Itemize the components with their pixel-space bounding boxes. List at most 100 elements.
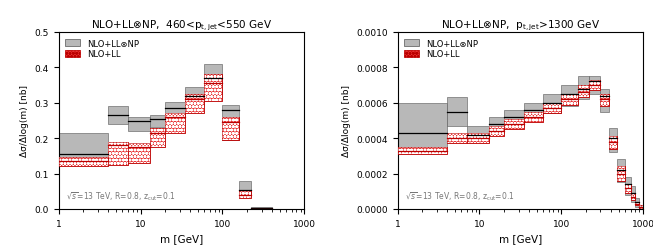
Bar	[185, 87, 204, 105]
Bar	[150, 116, 165, 127]
Bar	[108, 143, 128, 165]
Bar	[562, 94, 578, 105]
Bar	[108, 107, 128, 124]
Bar	[251, 207, 272, 209]
Bar	[524, 103, 543, 121]
Bar	[617, 167, 625, 181]
Bar	[489, 126, 504, 137]
Bar	[600, 94, 609, 107]
Text: $\sqrt{s}$=13 TeV, R=0.8, z$_\mathrm{cut}$=0.1: $\sqrt{s}$=13 TeV, R=0.8, z$_\mathrm{cut…	[405, 189, 515, 202]
Bar	[562, 86, 578, 107]
Bar	[467, 126, 489, 142]
Bar	[625, 184, 631, 193]
Bar	[635, 202, 639, 206]
Bar	[639, 206, 643, 209]
Bar	[223, 105, 239, 140]
Bar	[600, 89, 609, 112]
Bar	[600, 94, 609, 107]
Bar	[635, 202, 639, 206]
Bar	[59, 157, 108, 167]
Bar	[108, 143, 128, 165]
Y-axis label: Δσ/Δlog(m) [nb]: Δσ/Δlog(m) [nb]	[20, 85, 29, 157]
Bar	[59, 157, 108, 167]
Bar	[223, 117, 239, 140]
Bar	[543, 103, 562, 114]
Bar	[639, 206, 643, 209]
X-axis label: m [GeV]: m [GeV]	[160, 233, 203, 243]
Bar	[625, 184, 631, 193]
Bar	[467, 133, 489, 144]
Bar	[617, 167, 625, 181]
Bar	[251, 208, 272, 209]
Bar	[223, 117, 239, 140]
Bar	[504, 119, 524, 130]
Title: NLO+LL⊗NP,  p$_\mathrm{t,jet}$>1300 GeV: NLO+LL⊗NP, p$_\mathrm{t,jet}$>1300 GeV	[441, 18, 600, 33]
Bar	[239, 190, 251, 199]
Bar	[489, 117, 504, 133]
Bar	[578, 77, 590, 100]
Bar	[204, 65, 223, 94]
Bar	[150, 129, 165, 147]
X-axis label: m [GeV]: m [GeV]	[499, 233, 542, 243]
Bar	[128, 144, 150, 163]
Bar	[128, 144, 150, 163]
Bar	[447, 133, 467, 144]
Bar	[609, 137, 617, 149]
Bar	[398, 147, 447, 154]
Bar	[204, 75, 223, 102]
Bar	[617, 167, 625, 181]
Bar	[600, 94, 609, 107]
Bar	[467, 133, 489, 144]
Bar	[578, 86, 590, 98]
Bar	[625, 184, 631, 193]
Bar	[639, 206, 643, 209]
Bar	[185, 94, 204, 114]
Bar	[590, 80, 600, 91]
Bar	[590, 77, 600, 94]
Bar	[617, 160, 625, 183]
Bar	[578, 86, 590, 98]
Bar	[543, 94, 562, 114]
Bar	[447, 133, 467, 144]
Bar	[590, 80, 600, 91]
Bar	[590, 80, 600, 91]
Bar	[150, 129, 165, 147]
Bar	[625, 177, 631, 195]
Legend: NLO+LL⊗NP, NLO+LL: NLO+LL⊗NP, NLO+LL	[63, 37, 142, 61]
Bar	[204, 75, 223, 102]
Bar	[504, 110, 524, 126]
Bar	[543, 103, 562, 114]
Bar	[165, 114, 185, 133]
Bar	[543, 103, 562, 114]
Bar	[239, 181, 251, 195]
Bar	[631, 193, 635, 200]
Bar	[631, 186, 635, 202]
Bar	[398, 147, 447, 154]
Bar	[447, 98, 467, 126]
Bar	[524, 112, 543, 123]
Y-axis label: Δσ/Δlog(m) [nb]: Δσ/Δlog(m) [nb]	[342, 85, 351, 157]
Bar	[562, 94, 578, 105]
Bar	[609, 137, 617, 149]
Bar	[165, 114, 185, 133]
Bar	[635, 199, 639, 207]
Legend: NLO+LL⊗NP, NLO+LL: NLO+LL⊗NP, NLO+LL	[402, 37, 481, 61]
Bar	[609, 128, 617, 153]
Bar	[59, 157, 108, 167]
Bar	[467, 133, 489, 144]
Bar	[631, 193, 635, 200]
Bar	[504, 119, 524, 130]
Bar	[150, 129, 165, 147]
Bar	[251, 208, 272, 209]
Bar	[562, 94, 578, 105]
Bar	[251, 208, 272, 209]
Bar	[635, 202, 639, 206]
Text: $\sqrt{s}$=13 TeV, R=0.8, z$_\mathrm{cut}$=0.1: $\sqrt{s}$=13 TeV, R=0.8, z$_\mathrm{cut…	[66, 189, 176, 202]
Bar	[398, 147, 447, 154]
Bar	[524, 112, 543, 123]
Bar	[609, 137, 617, 149]
Bar	[631, 193, 635, 200]
Bar	[239, 190, 251, 199]
Bar	[223, 117, 239, 140]
Bar	[185, 94, 204, 114]
